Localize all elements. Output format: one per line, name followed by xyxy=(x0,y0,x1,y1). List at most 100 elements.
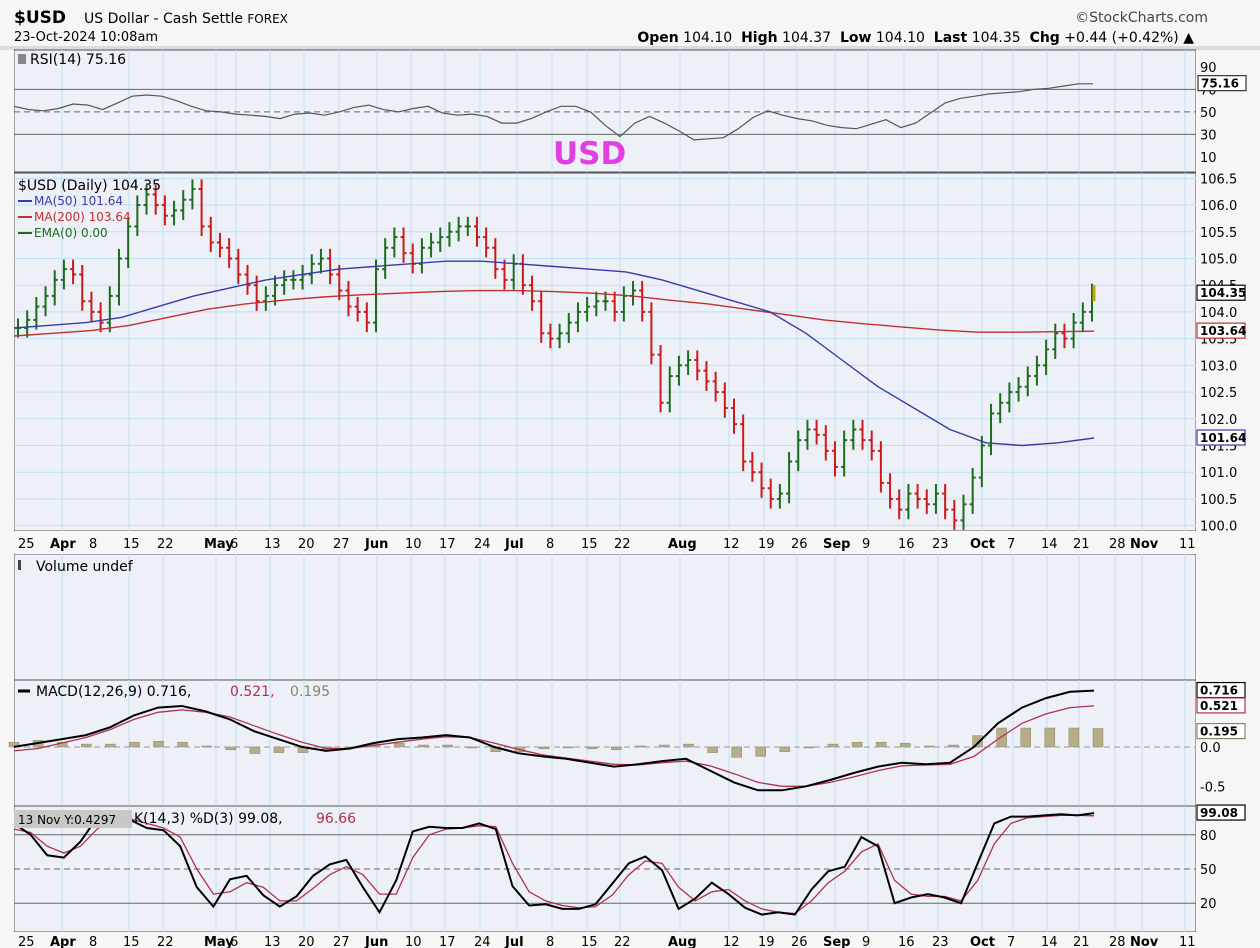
macd-signal-line xyxy=(13,705,1095,787)
chg-arrow-icon: ▲ xyxy=(1183,30,1194,46)
macd-hist-bar xyxy=(1020,727,1031,748)
usd-annotation: USD xyxy=(553,136,626,172)
price-legend: $USD (Daily) 104.35 xyxy=(18,178,161,194)
macd-hist-legend: 0.195 xyxy=(290,684,330,700)
x-axis-label: 28 xyxy=(1109,935,1126,948)
symbol-description: US Dollar - Cash Settle FOREX xyxy=(84,11,288,27)
rsi-tick-label: 90 xyxy=(1200,61,1217,76)
macd-hist-bar xyxy=(418,744,429,748)
signal-tag-box xyxy=(1196,697,1246,714)
x-axis-label: 20 xyxy=(298,935,315,948)
x-axis-label: 15 xyxy=(581,537,598,552)
price-tick-label: 104.0 xyxy=(1200,306,1237,321)
x-axis-label: Apr xyxy=(50,935,76,948)
x-axis-label: 13 xyxy=(264,935,281,948)
x-axis-label: 25 xyxy=(18,537,35,552)
macd-hist-bar xyxy=(1044,727,1056,748)
price-tick-label: 106.0 xyxy=(1200,199,1237,214)
x-axis-label: Aug xyxy=(668,537,697,552)
volume-legend-icon xyxy=(18,560,21,570)
rsi-tick-label: 30 xyxy=(1200,128,1217,143)
x-axis-label: 11 xyxy=(1179,935,1196,948)
x-axis-label: 12 xyxy=(723,935,740,948)
description-text: US Dollar - Cash Settle xyxy=(84,11,243,27)
x-axis-label: 7 xyxy=(1007,935,1015,948)
x-axis-label: 9 xyxy=(862,537,870,552)
x-axis-label: 16 xyxy=(898,935,915,948)
ma200-line xyxy=(13,289,1095,337)
last-value: 104.35 xyxy=(971,30,1021,46)
chg-label: Chg xyxy=(1029,30,1060,46)
price-tick-label: 100.5 xyxy=(1200,493,1237,508)
open-label: Open xyxy=(637,30,679,46)
price-tick-label: 105.5 xyxy=(1200,226,1237,241)
signal-tag: 0.521 xyxy=(1200,699,1238,713)
x-axis-label: Nov xyxy=(1130,935,1159,948)
x-axis-label: 22 xyxy=(614,537,631,552)
ma50-tag-box xyxy=(1196,429,1246,446)
stoch-tag-box xyxy=(1196,804,1246,821)
crosshair-tooltip: 13 Nov Y:0.4297 xyxy=(18,813,116,827)
volume-legend: Volume undef xyxy=(36,559,134,575)
x-axis-label: 26 xyxy=(791,935,808,948)
macd-hist-bar xyxy=(779,746,791,752)
left-strip xyxy=(0,50,14,932)
x-axis-label: 19 xyxy=(758,537,775,552)
stoch-d-line xyxy=(13,814,1095,915)
stoch-legend: K(14,3) %D(3) 99.08, xyxy=(134,811,283,827)
x-axis-label: 22 xyxy=(614,935,631,948)
macd-hist-bar xyxy=(731,746,742,758)
x-axis-label: 21 xyxy=(1073,537,1090,552)
x-axis-label: 24 xyxy=(474,935,491,948)
open-value: 104.10 xyxy=(683,30,733,46)
rsi-value-tag-box xyxy=(1197,75,1247,92)
panel-bg-1 xyxy=(13,172,1197,532)
low-label: Low xyxy=(839,30,872,46)
x-axis-label: May xyxy=(204,537,234,552)
x-axis-label: 14 xyxy=(1041,537,1058,552)
quote-summary: Open 104.10 High 104.37 Low 104.10 Last … xyxy=(637,30,1194,46)
macd-signal-legend: 0.521, xyxy=(230,684,275,700)
x-axis-label: 6 xyxy=(230,935,238,948)
macd-hist-bar xyxy=(875,741,887,748)
chg-value: +0.44 (+0.42%) xyxy=(1064,30,1179,46)
macd-hist-bar xyxy=(707,746,718,753)
x-axis-label: 13 xyxy=(264,537,281,552)
x-axis-label: 8 xyxy=(546,935,554,948)
x-axis-label: 15 xyxy=(581,935,598,948)
macd-hist-bar xyxy=(900,742,911,748)
x-axis-label: Oct xyxy=(970,935,995,948)
high-value: 104.37 xyxy=(782,30,832,46)
price-tick-label: 106.5 xyxy=(1200,172,1237,187)
x-axis-label: 22 xyxy=(157,537,174,552)
x-axis-label: 14 xyxy=(1041,935,1058,948)
x-axis-label: 16 xyxy=(898,537,915,552)
macd-hist-bar xyxy=(538,746,550,750)
stoch-tag: 99.08 xyxy=(1200,806,1238,820)
xaxis-strip-top xyxy=(0,531,1260,554)
x-axis-label: 10 xyxy=(405,537,422,552)
xaxis-strip-bottom xyxy=(0,932,1260,948)
x-axis-label: 26 xyxy=(791,537,808,552)
macd-hist-bar xyxy=(273,746,285,753)
x-axis-label: 22 xyxy=(157,935,174,948)
brand-logo[interactable]: ©StockCharts.com xyxy=(1075,10,1208,26)
x-axis-label: Nov xyxy=(1130,537,1159,552)
macd-hist-bar xyxy=(755,746,767,757)
x-axis-label: 9 xyxy=(862,935,870,948)
x-axis-label: 23 xyxy=(932,935,949,948)
macd-tick-label: 0.0 xyxy=(1200,741,1221,756)
macd-line xyxy=(13,689,1095,792)
high-label: High xyxy=(741,30,778,46)
x-axis-label: 10 xyxy=(405,935,422,948)
yaxis-strip xyxy=(1196,50,1260,932)
symbol-label: $USD xyxy=(14,8,66,28)
x-axis-label: Aug xyxy=(668,935,697,948)
stoch-tick-label: 80 xyxy=(1200,829,1217,844)
x-axis-label: 15 xyxy=(123,537,140,552)
x-axis-label: 8 xyxy=(89,935,97,948)
macd-hist-bar xyxy=(177,741,188,748)
macd-hist-bar xyxy=(129,741,140,748)
tooltip-box xyxy=(14,810,132,828)
